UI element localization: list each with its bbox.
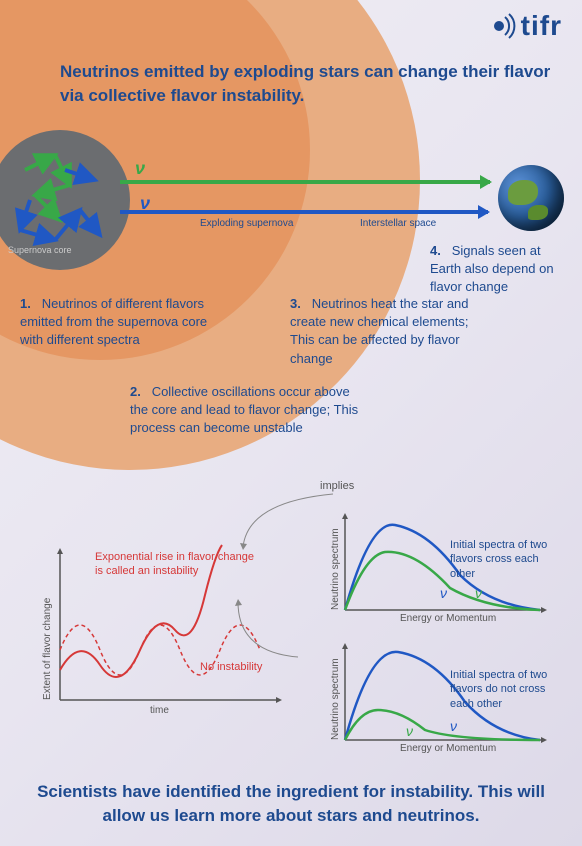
chart1-ylabel: Extent of flavor change: [42, 598, 53, 700]
earth-icon: [498, 165, 564, 231]
implies-label: implies: [320, 480, 354, 492]
exploding-supernova-label: Exploding supernova: [200, 218, 293, 229]
step-3-text: Neutrinos heat the star and create new c…: [290, 296, 469, 366]
chart2-annotation: Initial spectra of two flavors cross eac…: [450, 538, 560, 581]
step-2: 2. Collective oscillations occur above t…: [130, 383, 370, 438]
neutrino-green-arrow-icon: [120, 180, 490, 184]
step-1: 1. Neutrinos of different flavors emitte…: [20, 295, 220, 350]
chart2-nu-blue: ν: [440, 585, 447, 601]
step-2-num: 2.: [130, 384, 141, 399]
step-1-text: Neutrinos of different flavors emitted f…: [20, 296, 207, 347]
conclusion-text: Scientists have identified the ingredien…: [30, 780, 552, 828]
chart3-annotation: Initial spectra of two flavors do not cr…: [450, 668, 560, 711]
logo-text: tifr: [521, 10, 562, 42]
chart2-xlabel: Energy or Momentum: [400, 613, 496, 624]
step-1-num: 1.: [20, 296, 31, 311]
page-title: Neutrinos emitted by exploding stars can…: [60, 60, 552, 108]
step-4-text: Signals seen at Earth also depend on fla…: [430, 243, 554, 294]
step-4-num: 4.: [430, 243, 441, 258]
implies-arrow-icon: [218, 492, 358, 672]
core-scatter-arrows-icon: [5, 140, 125, 260]
tifr-logo-icon: [487, 11, 517, 41]
step-2-text: Collective oscillations occur above the …: [130, 384, 358, 435]
chart3-xlabel: Energy or Momentum: [400, 743, 496, 754]
step-4: 4. Signals seen at Earth also depend on …: [430, 242, 560, 297]
step-3-num: 3.: [290, 296, 301, 311]
nu-green-label: ν: [135, 158, 145, 179]
chart2-nu-green: ν: [475, 585, 482, 601]
neutrino-blue-arrow-icon: [120, 210, 488, 214]
chart3-nu-green: ν: [406, 723, 413, 739]
chart1-xlabel: time: [150, 705, 169, 716]
tifr-logo: tifr: [487, 10, 562, 42]
interstellar-space-label: Interstellar space: [360, 218, 436, 229]
nu-blue-label: ν: [140, 193, 150, 214]
step-3: 3. Neutrinos heat the star and create ne…: [290, 295, 480, 368]
chart3-nu-blue: ν: [450, 718, 457, 734]
